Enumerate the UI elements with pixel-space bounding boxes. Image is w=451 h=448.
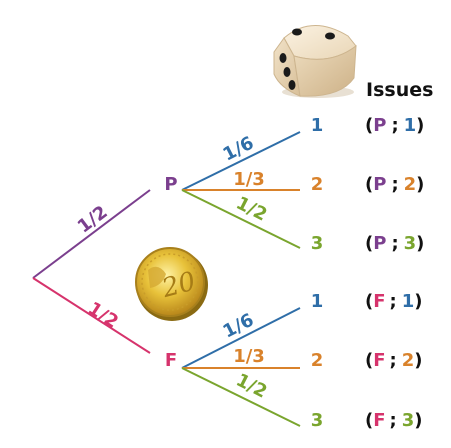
issue-open: ( — [365, 291, 373, 312]
issue-open: ( — [365, 174, 373, 195]
prob-f-3: 1/2 — [233, 370, 271, 403]
issue-close: ) — [414, 350, 422, 371]
issues-list: (P; 1) (P; 2) (P; 3) (F; 1) (F; 2) (F; 3) — [365, 115, 424, 431]
issue-coin: F — [373, 291, 384, 312]
outcome-f-1: 1 — [311, 291, 324, 312]
issue-close: ) — [416, 174, 424, 195]
issue-open: ( — [365, 350, 373, 371]
issue-coin: P — [373, 174, 386, 195]
outcome-f-3: 3 — [311, 410, 324, 431]
node-p: P — [164, 174, 177, 195]
branch-f-3 — [181, 367, 301, 427]
issue-coin: P — [373, 233, 386, 254]
issue-close: ) — [416, 115, 424, 136]
coin-20-cent-icon: 20 — [135, 247, 208, 321]
prob-root-f: 1/2 — [84, 298, 122, 333]
issue-row: (F; 1) — [365, 291, 423, 312]
issue-die: 1 — [404, 115, 417, 136]
prob-p-1: 1/6 — [220, 133, 258, 166]
issue-coin: P — [373, 115, 386, 136]
issue-row: (F; 3) — [365, 410, 423, 431]
issue-die: 3 — [404, 233, 417, 254]
die-icon — [273, 25, 357, 98]
issue-row: (F; 2) — [365, 350, 423, 371]
issue-row: (P; 1) — [365, 115, 424, 136]
issue-sep: ; — [391, 115, 398, 136]
prob-root-p: 1/2 — [74, 202, 112, 238]
issue-die: 1 — [402, 291, 415, 312]
issue-row: (P; 2) — [365, 174, 424, 195]
issue-die: 3 — [402, 410, 415, 431]
issue-coin: F — [373, 350, 384, 371]
branch-p-3 — [181, 189, 301, 249]
prob-p-3: 1/2 — [233, 193, 271, 226]
issue-open: ( — [365, 410, 373, 431]
issue-die: 2 — [402, 350, 415, 371]
prob-p-2: 1/3 — [233, 169, 265, 190]
issue-open: ( — [365, 115, 373, 136]
branch-p-1 — [181, 131, 301, 191]
issue-sep: ; — [390, 350, 397, 371]
branch-root-f — [32, 277, 151, 354]
issue-close: ) — [416, 233, 424, 254]
issue-die: 2 — [404, 174, 417, 195]
outcome-f-2: 2 — [311, 350, 324, 371]
prob-f-2: 1/3 — [233, 346, 265, 367]
outcome-p-3: 3 — [311, 233, 324, 254]
issue-sep: ; — [391, 233, 398, 254]
issue-close: ) — [414, 291, 422, 312]
outcome-p-2: 2 — [311, 174, 324, 195]
issue-open: ( — [365, 233, 373, 254]
issue-row: (P; 3) — [365, 233, 424, 254]
node-f: F — [165, 350, 177, 371]
outcome-p-1: 1 — [311, 115, 324, 136]
branch-root-p — [32, 189, 151, 279]
issue-close: ) — [414, 410, 422, 431]
issue-sep: ; — [390, 410, 397, 431]
issue-sep: ; — [390, 291, 397, 312]
prob-f-1: 1/6 — [220, 310, 258, 343]
issue-sep: ; — [391, 174, 398, 195]
issue-coin: F — [373, 410, 384, 431]
issues-title: Issues — [366, 79, 433, 101]
branch-f-1 — [181, 307, 301, 369]
